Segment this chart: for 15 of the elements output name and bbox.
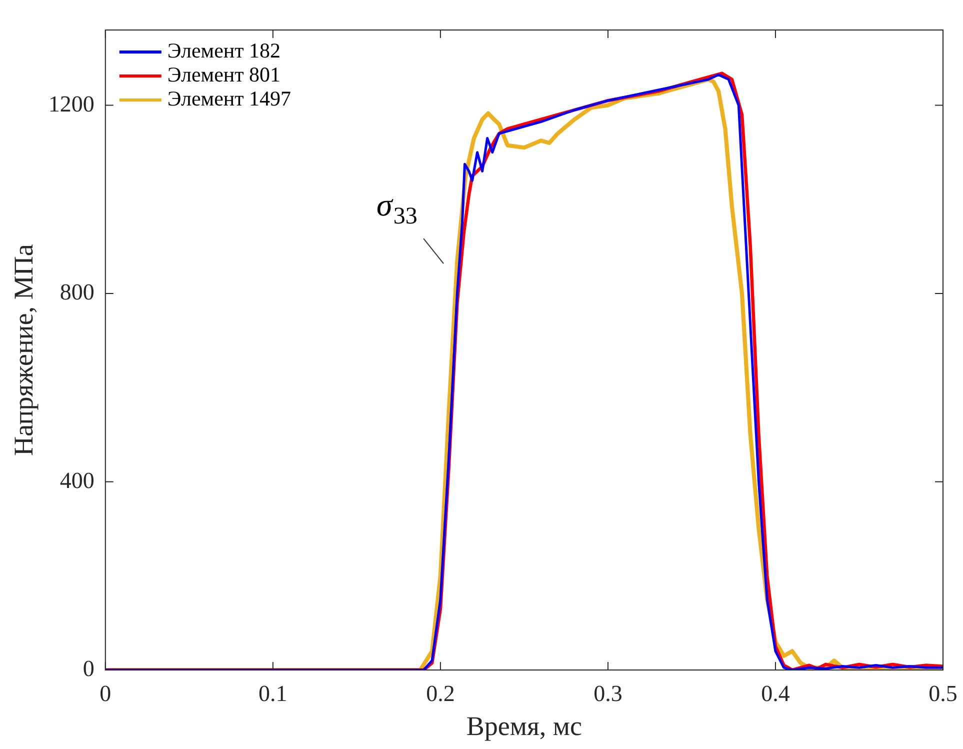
x-tick-label: 0.2: [426, 680, 455, 706]
x-tick-label: 0.4: [761, 680, 790, 706]
y-tick-label: 800: [60, 280, 94, 305]
x-tick-label: 0.1: [258, 680, 288, 706]
legend-label: Элемент 801: [167, 62, 281, 87]
legend-label: Элемент 1497: [167, 86, 292, 111]
y-tick-label: 0: [82, 656, 94, 682]
x-axis-title: Время, мс: [466, 710, 582, 741]
y-tick-label: 400: [60, 468, 94, 493]
y-tick-label: 1200: [48, 91, 94, 116]
y-axis-title: Напряжение, МПа: [8, 244, 38, 456]
x-tick-label: 0.3: [594, 680, 622, 706]
legend-label: Элемент 182: [167, 38, 281, 63]
x-tick-label: 0: [100, 680, 112, 706]
x-tick-label: 0.5: [928, 680, 958, 706]
